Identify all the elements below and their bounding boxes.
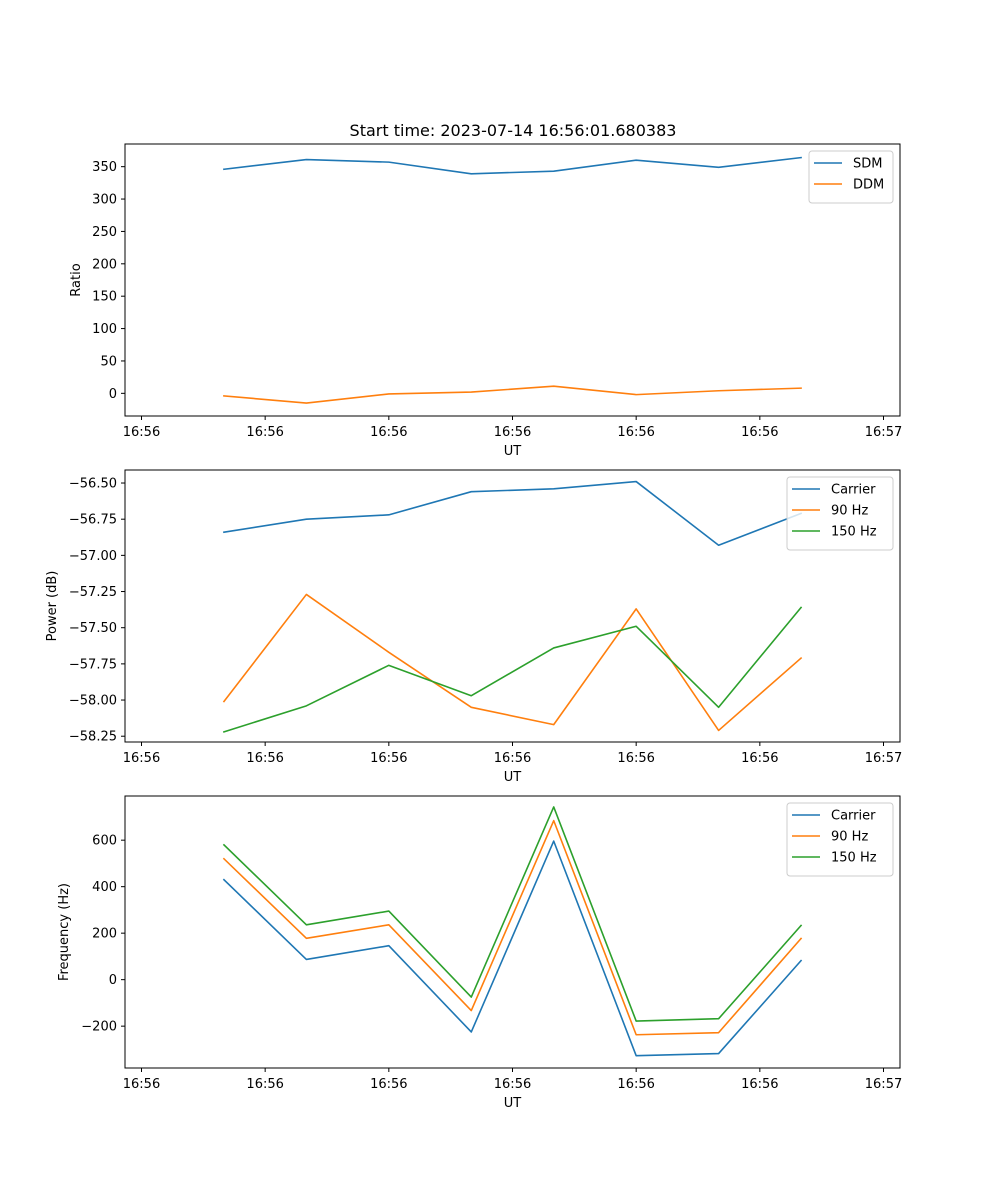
y-tick-label: 50 xyxy=(100,354,117,369)
y-tick-label: 350 xyxy=(92,160,117,175)
legend: Carrier 90 Hz 150 Hz xyxy=(786,476,894,551)
y-tick-label: 400 xyxy=(92,880,117,895)
x-tick-label: 16:56 xyxy=(370,425,407,440)
y-tick-label: −58.00 xyxy=(69,694,117,709)
x-tick-label: 16:56 xyxy=(494,425,531,440)
series-line-90-hz xyxy=(222,593,803,732)
legend: Carrier 90 Hz 150 Hz xyxy=(786,802,894,877)
x-tick-label: 16:56 xyxy=(494,751,531,766)
y-tick-label: −56.75 xyxy=(69,513,117,528)
y-tick-label: 100 xyxy=(92,322,117,337)
legend-label: Carrier xyxy=(831,809,876,824)
x-tick-label: 16:57 xyxy=(865,425,902,440)
x-tick-label: 16:56 xyxy=(123,1077,160,1092)
x-tick-label: 16:56 xyxy=(370,1077,407,1092)
y-tick-label: −57.00 xyxy=(69,549,117,564)
legend-label: 150 Hz xyxy=(831,851,877,866)
legend-label: DDM xyxy=(853,178,884,193)
legend-label: 90 Hz xyxy=(831,504,868,519)
y-tick-label: 0 xyxy=(109,973,117,988)
series-line-90-hz xyxy=(222,819,803,1036)
y-tick-label: −57.50 xyxy=(69,621,117,636)
panel-2: 16:56 16:56 16:56 16:56 16:56 16:56 16:57 −58.2… xyxy=(45,469,902,785)
y-tick-label: −57.25 xyxy=(69,585,117,600)
x-tick-label: 16:56 xyxy=(741,1077,778,1092)
y-tick-label: −200 xyxy=(81,1020,117,1035)
y-tick-label: 150 xyxy=(92,290,117,305)
x-tick-label: 16:56 xyxy=(370,751,407,766)
x-tick-label: 16:56 xyxy=(617,1077,654,1092)
y-tick-label: 200 xyxy=(92,257,117,272)
panel-3: 16:56 16:56 16:56 16:56 16:56 16:56 16:57 −200 0… xyxy=(57,795,902,1111)
x-tick-label: 16:56 xyxy=(617,751,654,766)
x-tick-label: 16:56 xyxy=(617,425,654,440)
panel-1: 16:56 16:56 16:56 16:56 16:56 16:56 16:57 0 50 10… xyxy=(69,143,902,459)
chart-panels: 16:56 16:56 16:56 16:56 16:56 16:56 16:57 0 50 10… xyxy=(45,143,902,1111)
x-tick-label: 16:57 xyxy=(865,751,902,766)
legend-label: Carrier xyxy=(831,483,876,498)
x-axis-label: UT xyxy=(504,444,522,459)
chart-title: Start time: 2023-07-14 16:56:01.680383 xyxy=(350,121,677,140)
x-tick-label: 16:56 xyxy=(123,425,160,440)
y-tick-label: 0 xyxy=(109,387,117,402)
y-tick-label: 250 xyxy=(92,225,117,240)
x-tick-label: 16:56 xyxy=(494,1077,531,1092)
series-line-150-hz xyxy=(222,606,803,733)
y-tick-label: −57.75 xyxy=(69,657,117,672)
series-line-ddm xyxy=(223,385,802,404)
y-tick-label: −56.50 xyxy=(69,477,117,492)
legend: SDM DDM xyxy=(808,150,894,204)
x-axis-label: UT xyxy=(504,1096,522,1111)
series-line-150-hz xyxy=(222,806,803,1022)
y-axis-label: Ratio xyxy=(69,263,84,296)
x-tick-label: 16:56 xyxy=(741,425,778,440)
x-tick-label: 16:56 xyxy=(246,425,283,440)
y-tick-label: 600 xyxy=(92,834,117,849)
x-axis-label: UT xyxy=(504,770,522,785)
y-axis-label: Frequency (Hz) xyxy=(57,883,72,981)
series-line-sdm xyxy=(223,156,802,175)
legend-label: 90 Hz xyxy=(831,830,868,845)
x-tick-label: 16:57 xyxy=(865,1077,902,1092)
y-axis-label: Power (dB) xyxy=(45,571,60,642)
legend-box xyxy=(808,150,894,204)
legend-label: SDM xyxy=(853,157,882,172)
x-tick-label: 16:56 xyxy=(246,751,283,766)
y-tick-label: 200 xyxy=(92,927,117,942)
x-tick-label: 16:56 xyxy=(246,1077,283,1092)
series-line-carrier xyxy=(223,480,803,547)
legend-label: 150 Hz xyxy=(831,525,877,540)
x-tick-label: 16:56 xyxy=(741,751,778,766)
series-line-carrier xyxy=(222,840,803,1057)
y-tick-label: 300 xyxy=(92,193,117,208)
y-tick-label: −58.25 xyxy=(69,730,117,745)
x-tick-label: 16:56 xyxy=(123,751,160,766)
